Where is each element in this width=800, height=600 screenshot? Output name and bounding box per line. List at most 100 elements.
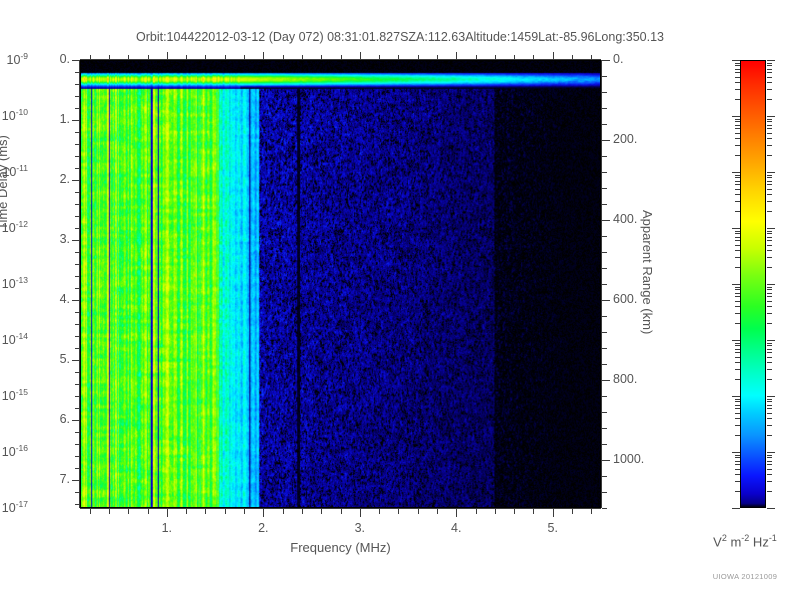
colorbar-minor-tick-left [735,461,740,462]
colorbar-minor-tick-left [735,69,740,70]
y-major-tick [72,420,80,421]
colorbar-minor-tick-right [767,491,772,492]
colorbar-minor-tick-left [735,72,740,73]
colorbar-minor-tick-right [767,349,772,350]
colorbar-minor-tick-right [767,177,772,178]
colorbar-minor-tick-right [767,362,772,363]
y-major-tick [72,60,80,61]
x-major-tick [167,509,168,517]
y-minor-tick [75,216,80,217]
colorbar-minor-tick-right [767,369,772,370]
colorbar-minor-tick-left [735,77,740,78]
x-tick-label: 3. [354,521,365,535]
x-major-tick-top [263,52,264,60]
colorbar-major-tick-right [767,228,775,229]
x-minor-tick-top [398,55,399,60]
x-minor-tick-top [341,55,342,60]
x-minor-tick-top [244,55,245,60]
colorbar-minor-tick-right [767,138,772,139]
colorbar-minor-tick-right [767,289,772,290]
x-minor-tick-top [225,55,226,60]
colorbar-minor-tick-left [735,289,740,290]
sza-label: SZA: [400,30,428,44]
y-left-tick-label: 6. [59,411,70,426]
y-left-tick-label: 1. [59,111,70,126]
colorbar-minor-tick-right [767,119,772,120]
colorbar-minor-tick-right [767,296,772,297]
y-minor-tick [75,408,80,409]
colorbar-minor-tick-right [767,287,772,288]
colorbar-minor-tick-left [735,457,740,458]
y-minor-tick [75,84,80,85]
y-right-tick-label: 800. [613,372,638,386]
colorbar-minor-tick-left [735,296,740,297]
x-major-tick [263,509,264,517]
colorbar-minor-tick-left [735,435,740,436]
colorbar-minor-tick-right [767,399,772,400]
y-minor-tick [75,336,80,337]
y-minor-tick-right [602,444,607,445]
colorbar-minor-tick-right [767,175,772,176]
colorbar-minor-tick-right [767,82,772,83]
colorbar-minor-tick-left [735,240,740,241]
colorbar-minor-tick-left [735,469,740,470]
x-tick-label: 5. [547,521,558,535]
y-minor-tick [75,504,80,505]
colorbar-minor-tick-right [767,379,772,380]
x-axis-title: Frequency (MHz) [290,540,391,555]
colorbar-minor-tick-left [735,175,740,176]
colorbar-minor-tick-left [735,413,740,414]
x-minor-tick-top [476,55,477,60]
colorbar-major-tick-left [732,228,740,229]
y-major-tick [72,240,80,241]
y-minor-tick [75,492,80,493]
y-minor-tick [75,192,80,193]
y-left-tick-label: 5. [59,351,70,366]
y-minor-tick-right [602,508,607,509]
y-axis-right-line [601,60,602,508]
x-minor-tick [476,509,477,514]
colorbar-minor-tick-right [767,357,772,358]
y-minor-tick-right [602,172,607,173]
colorbar-minor-tick-left [735,233,740,234]
lat-label: Lat: [538,30,560,44]
y-major-tick [72,120,80,121]
colorbar-minor-tick-left [735,128,740,129]
colorbar-minor-tick-right [767,418,772,419]
y-minor-tick-right [602,92,607,93]
colorbar-minor-tick-left [735,345,740,346]
y-minor-tick-right [602,124,607,125]
colorbar-minor-tick-left [735,82,740,83]
colorbar-minor-tick-left [735,306,740,307]
y-minor-tick [75,264,80,265]
colorbar-minor-tick-right [767,455,772,456]
colorbar-major-tick-left [732,396,740,397]
colorbar-minor-tick-right [767,469,772,470]
colorbar-major-tick-right [767,116,775,117]
x-tick-label: 4. [451,521,462,535]
colorbar-minor-tick-left [735,474,740,475]
colorbar-minor-tick-left [735,155,740,156]
x-minor-tick-top [128,55,129,60]
colorbar-major-tick-right [767,172,775,173]
long-label: Long: [594,30,626,44]
colorbar-minor-tick-left [735,352,740,353]
y-minor-tick [75,324,80,325]
y-minor-tick-right [602,188,607,189]
header-metadata: Orbit:104422012-03-12 (Day 072) 08:31:01… [0,30,800,44]
y-minor-tick [75,432,80,433]
y-major-tick [72,360,80,361]
y-right-tick-label: 600. [613,292,638,306]
y-minor-tick-right [602,284,607,285]
x-minor-tick-top [302,55,303,60]
x-major-tick [456,509,457,517]
colorbar-minor-tick-left [735,257,740,258]
y-major-tick [72,480,80,481]
y-right-tick-label: 400. [613,212,638,226]
colorbar-minor-tick-right [767,72,772,73]
x-axis-bottom-line [80,508,601,509]
colorbar-minor-tick-left [735,125,740,126]
y-minor-tick-right [602,76,607,77]
x-minor-tick-top [205,55,206,60]
colorbar-minor-tick-right [767,401,772,402]
